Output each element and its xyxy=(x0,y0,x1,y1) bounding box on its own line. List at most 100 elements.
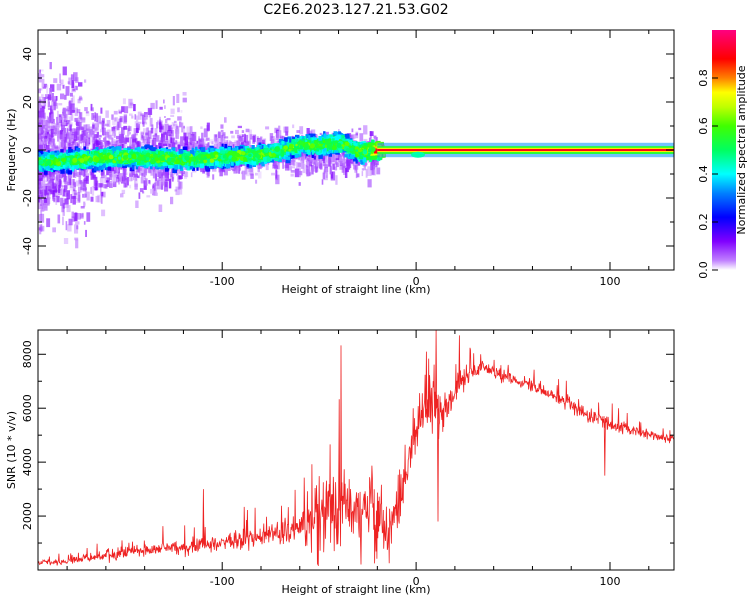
noise-cell xyxy=(53,78,58,83)
noise-cell xyxy=(285,160,290,171)
noise-cell xyxy=(245,128,250,133)
noise-cell xyxy=(83,130,86,137)
noise-cell xyxy=(285,131,289,136)
band-cell xyxy=(323,131,326,135)
noise-cell xyxy=(175,139,178,145)
noise-cell xyxy=(171,122,175,129)
noise-cell xyxy=(102,144,104,147)
band-cell xyxy=(127,162,133,168)
noise-cell xyxy=(38,117,41,125)
noise-cell xyxy=(76,171,81,177)
noise-cell xyxy=(52,190,56,198)
noise-cell xyxy=(160,167,165,176)
noise-cell xyxy=(147,107,153,115)
noise-cell xyxy=(271,172,276,176)
noise-cell xyxy=(375,163,378,168)
noise-cell xyxy=(71,79,75,88)
noise-cell xyxy=(370,164,372,170)
noise-cell xyxy=(236,164,240,174)
noise-cell xyxy=(91,186,95,196)
noise-cell xyxy=(66,128,69,136)
noise-cell xyxy=(128,98,133,109)
noise-cell xyxy=(57,133,60,142)
noise-cell xyxy=(62,119,66,126)
noise-cell xyxy=(157,180,161,190)
noise-cell xyxy=(365,168,368,178)
noise-cell xyxy=(241,141,244,147)
noise-cell xyxy=(44,198,48,203)
noise-cell xyxy=(78,134,83,144)
noise-cell xyxy=(75,239,79,249)
noise-cell xyxy=(370,162,375,171)
noise-cell xyxy=(76,127,80,135)
noise-cell xyxy=(72,88,76,91)
noise-cell xyxy=(78,112,83,120)
noise-cell xyxy=(111,114,114,120)
noise-cell xyxy=(38,195,41,203)
noise-cell xyxy=(100,107,103,114)
noise-cell xyxy=(102,118,105,124)
noise-cell xyxy=(165,119,168,124)
noise-cell xyxy=(111,130,117,137)
noise-cell xyxy=(119,173,122,183)
noise-cell xyxy=(62,216,64,226)
noise-cell xyxy=(75,180,80,187)
noise-cell xyxy=(76,213,81,220)
noise-cell xyxy=(47,176,49,182)
noise-cell xyxy=(78,82,83,87)
noise-cell xyxy=(213,134,218,142)
noise-cell xyxy=(118,118,122,128)
noise-cell xyxy=(351,134,356,139)
noise-cell xyxy=(81,118,86,121)
noise-cell xyxy=(97,115,102,123)
noise-cell xyxy=(132,138,137,143)
noise-cell xyxy=(50,138,55,143)
noise-cell xyxy=(276,130,282,138)
noise-cell xyxy=(245,141,250,148)
noise-cell xyxy=(322,172,325,180)
noise-cell xyxy=(78,186,82,193)
noise-cell xyxy=(83,124,88,132)
noise-cell xyxy=(65,141,68,149)
noise-cell xyxy=(235,167,238,171)
band-cell xyxy=(371,139,374,145)
noise-cell xyxy=(213,144,218,150)
band-cell xyxy=(182,146,188,151)
noise-cell xyxy=(170,114,175,117)
noise-cell xyxy=(201,138,205,148)
noise-cell xyxy=(54,122,57,130)
noise-cell xyxy=(202,171,205,174)
noise-cell xyxy=(220,140,223,146)
noise-cell xyxy=(75,198,79,203)
noise-cell xyxy=(63,123,68,127)
noise-cell xyxy=(220,129,224,133)
noise-cell xyxy=(45,133,50,142)
noise-cell xyxy=(64,114,69,121)
noise-cell xyxy=(52,198,56,201)
noise-cell xyxy=(58,103,63,106)
noise-cell xyxy=(162,143,168,147)
noise-cell xyxy=(74,117,79,122)
noise-cell xyxy=(184,171,188,179)
noise-cell xyxy=(50,187,55,195)
noise-cell xyxy=(45,183,50,186)
noise-cell xyxy=(62,84,65,89)
noise-cell xyxy=(273,165,278,168)
noise-cell xyxy=(92,122,95,129)
noise-cell xyxy=(154,128,158,137)
noise-cell xyxy=(54,145,58,149)
noise-cell xyxy=(225,140,228,144)
noise-cell xyxy=(340,154,344,158)
noise-cell xyxy=(257,138,261,143)
noise-cell xyxy=(46,192,49,196)
noise-cell xyxy=(119,116,123,123)
noise-cell xyxy=(46,218,51,228)
band-cell xyxy=(95,166,100,171)
noise-cell xyxy=(39,119,43,125)
noise-cell xyxy=(241,134,244,137)
noise-cell xyxy=(306,166,311,177)
noise-cell xyxy=(196,140,199,144)
noise-cell xyxy=(129,102,134,106)
noise-cell xyxy=(85,175,89,184)
noise-cell xyxy=(40,206,43,212)
